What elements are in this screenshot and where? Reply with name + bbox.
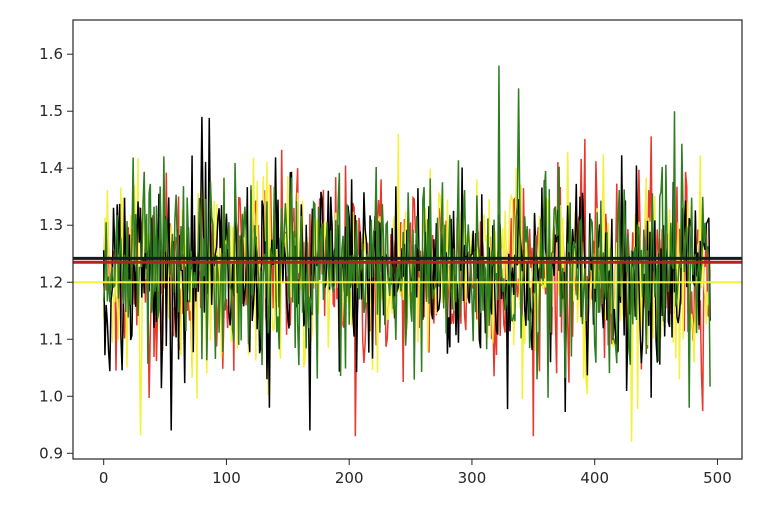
y-tick-label: 1.6 bbox=[39, 45, 63, 63]
x-axis: 0 100 200 300 400 500 bbox=[99, 459, 732, 487]
y-tick-label: 0.9 bbox=[39, 444, 63, 462]
y-axis: 0.9 1.0 1.1 1.2 1.3 1.4 1.5 1.6 bbox=[39, 45, 73, 462]
plot-content bbox=[73, 65, 742, 442]
x-tick-label: 200 bbox=[335, 469, 364, 487]
x-tick-label: 400 bbox=[580, 469, 609, 487]
y-tick-label: 1.4 bbox=[39, 159, 63, 177]
series-3 bbox=[102, 65, 711, 408]
reference-lines bbox=[73, 256, 742, 284]
x-tick-label: 500 bbox=[703, 469, 732, 487]
series-line-3 bbox=[102, 65, 711, 408]
y-tick-label: 1.0 bbox=[39, 387, 63, 405]
y-tick-label: 1.3 bbox=[39, 216, 63, 234]
y-tick-label: 1.2 bbox=[39, 273, 63, 291]
x-tick-label: 0 bbox=[99, 469, 109, 487]
y-tick-label: 1.1 bbox=[39, 330, 63, 348]
axes-frame bbox=[72, 19, 743, 460]
x-tick-label: 300 bbox=[458, 469, 487, 487]
y-tick-label: 1.5 bbox=[39, 102, 63, 120]
x-tick-label: 100 bbox=[212, 469, 241, 487]
